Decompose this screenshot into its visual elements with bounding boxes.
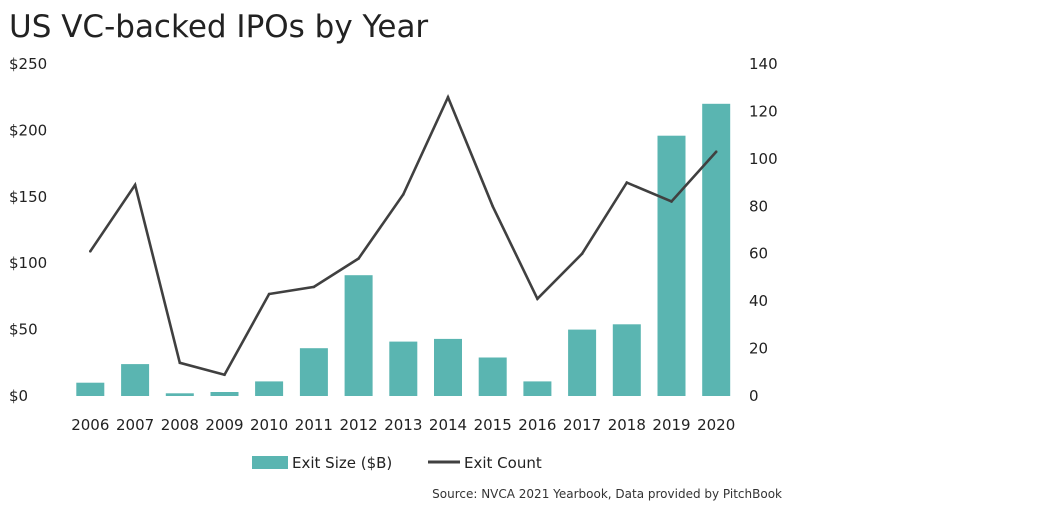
bar-exit-size-2016 bbox=[523, 381, 552, 396]
right-tick-label: 100 bbox=[749, 150, 778, 168]
x-tick-label: 2008 bbox=[161, 416, 199, 434]
point-exit-count-2011 bbox=[312, 285, 316, 289]
left-tick-label: $150 bbox=[9, 188, 47, 206]
left-tick-label: $250 bbox=[9, 55, 47, 73]
bar-exit-size-2019 bbox=[657, 135, 686, 396]
bar-exit-size-2014 bbox=[434, 338, 462, 396]
right-tick-label: 140 bbox=[749, 55, 778, 73]
x-tick-label: 2014 bbox=[429, 416, 467, 434]
left-tick-label: $0 bbox=[9, 387, 28, 405]
bar-exit-size-2011 bbox=[299, 348, 328, 396]
point-exit-count-2015 bbox=[491, 205, 495, 208]
source-note: Source: NVCA 2021 Yearbook, Data provide… bbox=[432, 487, 782, 501]
x-tick-label: 2015 bbox=[474, 416, 512, 434]
legend-swatch-exit-size bbox=[252, 456, 288, 469]
left-tick-label: $100 bbox=[9, 254, 47, 272]
right-tick-label: 120 bbox=[749, 102, 778, 120]
bar-exit-size-2007 bbox=[121, 364, 150, 396]
left-axis: $0 $50 $100 $150 $200 $250 bbox=[9, 55, 47, 405]
right-tick-label: 0 bbox=[749, 387, 759, 405]
chart-title: US VC-backed IPOs by Year bbox=[9, 9, 428, 45]
x-tick-label: 2013 bbox=[384, 416, 422, 434]
right-tick-label: 80 bbox=[749, 197, 768, 215]
point-exit-count-2006 bbox=[89, 250, 92, 253]
x-tick-label: 2019 bbox=[652, 416, 690, 434]
x-tick-label: 2006 bbox=[71, 416, 109, 434]
point-exit-count-2009 bbox=[223, 373, 226, 377]
x-tick-label: 2011 bbox=[295, 416, 333, 434]
bar-exit-size-2009 bbox=[210, 392, 239, 396]
legend-label-exit-size: Exit Size ($B) bbox=[292, 454, 392, 472]
bar-exit-size-2017 bbox=[568, 329, 597, 396]
point-exit-count-2016 bbox=[536, 297, 539, 301]
point-exit-count-2010 bbox=[267, 292, 271, 296]
point-exit-count-2020 bbox=[714, 150, 718, 153]
x-tick-label: 2020 bbox=[697, 416, 735, 434]
x-tick-label: 2018 bbox=[608, 416, 646, 434]
point-exit-count-2012 bbox=[357, 257, 360, 260]
x-tick-label: 2010 bbox=[250, 416, 288, 434]
bar-exit-size-2013 bbox=[389, 341, 418, 396]
x-tick-label: 2017 bbox=[563, 416, 601, 434]
left-tick-label: $50 bbox=[9, 321, 38, 339]
bar-exit-size-2008 bbox=[165, 393, 194, 396]
bar-exit-size-2020 bbox=[702, 103, 731, 397]
point-exit-count-2014 bbox=[446, 95, 450, 99]
bar-exit-size-2010 bbox=[255, 381, 284, 396]
x-tick-label: 2007 bbox=[116, 416, 154, 434]
point-exit-count-2019 bbox=[670, 200, 673, 203]
bar-exit-size-2018 bbox=[612, 324, 641, 396]
bar-exit-size-2015 bbox=[478, 357, 507, 396]
right-tick-label: 60 bbox=[749, 245, 768, 263]
point-exit-count-2018 bbox=[625, 181, 629, 184]
left-tick-label: $200 bbox=[9, 121, 47, 139]
legend-label-exit-count: Exit Count bbox=[464, 454, 542, 472]
right-tick-label: 20 bbox=[749, 340, 768, 358]
point-exit-count-2007 bbox=[133, 183, 137, 187]
x-tick-label: 2012 bbox=[340, 416, 378, 434]
point-exit-count-2017 bbox=[580, 252, 584, 255]
right-axis: 0 20 40 60 80 100 120 140 bbox=[749, 55, 778, 405]
x-axis: 2006 2007 2008 2009 2010 2011 2012 2013 2014 2015… bbox=[71, 416, 735, 434]
x-tick-label: 2009 bbox=[205, 416, 243, 434]
legend: Exit Size ($B) Exit Count bbox=[252, 454, 542, 472]
x-tick-label: 2016 bbox=[518, 416, 556, 434]
point-exit-count-2013 bbox=[402, 193, 405, 196]
bar-series bbox=[76, 103, 731, 397]
bar-exit-size-2006 bbox=[76, 382, 105, 396]
line-series bbox=[89, 93, 718, 377]
bar-exit-size-2012 bbox=[344, 275, 373, 396]
point-exit-count-2008 bbox=[178, 361, 182, 365]
right-tick-label: 40 bbox=[749, 292, 768, 310]
